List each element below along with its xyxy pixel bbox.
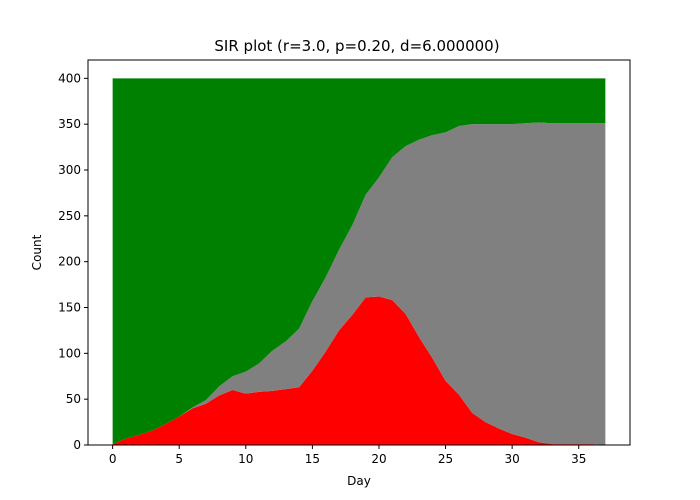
area-series-1 <box>112 122 606 445</box>
chart-title: SIR plot (r=3.0, p=0.20, d=6.000000) <box>214 37 499 55</box>
area-series-0 <box>112 296 606 445</box>
y-tick-label: 50 <box>66 392 81 406</box>
y-axis-ticks: 0 50 100 150 200 250 300 350 400 <box>58 71 88 452</box>
stacked-areas <box>112 78 606 445</box>
x-tick-label: 5 <box>175 452 183 466</box>
y-tick-label: 0 <box>73 438 81 452</box>
y-tick-label: 250 <box>58 209 81 223</box>
x-tick-label: 0 <box>109 452 117 466</box>
area-series-2 <box>112 78 606 445</box>
x-axis-ticks: 0 5 10 15 20 25 30 35 <box>109 445 586 466</box>
y-tick-label: 200 <box>58 255 81 269</box>
y-tick-label: 300 <box>58 163 81 177</box>
x-tick-label: 15 <box>305 452 320 466</box>
x-tick-label: 30 <box>505 452 520 466</box>
y-tick-label: 350 <box>58 117 81 131</box>
y-tick-label: 100 <box>58 346 81 360</box>
y-tick-label: 150 <box>58 301 81 315</box>
x-tick-label: 35 <box>571 452 586 466</box>
x-tick-label: 25 <box>438 452 453 466</box>
y-axis-label: Count <box>30 234 44 270</box>
x-tick-label: 10 <box>238 452 253 466</box>
plot-frame <box>87 59 631 446</box>
x-axis-label: Day <box>347 474 371 488</box>
x-tick-label: 20 <box>371 452 386 466</box>
y-tick-label: 400 <box>58 71 81 85</box>
